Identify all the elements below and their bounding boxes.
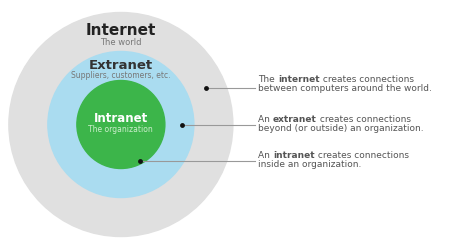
Text: between computers around the world.: between computers around the world. bbox=[258, 84, 432, 93]
Text: internet: internet bbox=[278, 75, 319, 84]
Text: creates connections: creates connections bbox=[315, 151, 409, 160]
Text: extranet: extranet bbox=[273, 115, 317, 124]
Text: creates connections: creates connections bbox=[319, 75, 414, 84]
Text: An: An bbox=[258, 115, 273, 124]
Text: Suppliers, customers, etc.: Suppliers, customers, etc. bbox=[71, 71, 171, 80]
Circle shape bbox=[9, 12, 233, 237]
Text: intranet: intranet bbox=[273, 151, 315, 160]
Text: beyond (or outside) an organization.: beyond (or outside) an organization. bbox=[258, 124, 424, 133]
Text: Extranet: Extranet bbox=[89, 59, 153, 72]
Text: The world: The world bbox=[100, 38, 142, 47]
Text: Internet: Internet bbox=[86, 23, 156, 38]
Text: Intranet: Intranet bbox=[94, 112, 148, 125]
Circle shape bbox=[48, 52, 194, 197]
Text: The organization: The organization bbox=[89, 125, 153, 134]
Text: creates connections: creates connections bbox=[317, 115, 411, 124]
Text: The: The bbox=[258, 75, 278, 84]
Text: An: An bbox=[258, 151, 273, 160]
Circle shape bbox=[77, 80, 165, 169]
Text: inside an organization.: inside an organization. bbox=[258, 160, 362, 169]
